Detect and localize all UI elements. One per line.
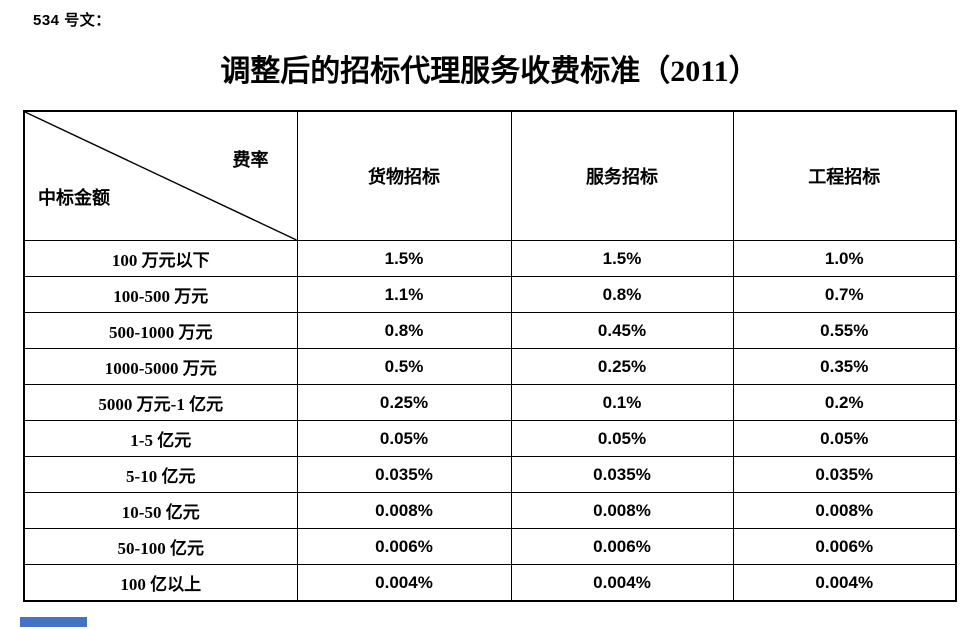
service-rate-cell: 1.5%	[510, 240, 734, 277]
engineering-rate-cell: 0.2%	[732, 384, 957, 421]
corner-label-fee-rate: 费率	[232, 150, 269, 170]
amount-cell: 100-500 万元	[23, 276, 298, 313]
corner-label-bid-amount: 中标金额	[38, 188, 110, 208]
goods-rate-cell: 0.008%	[296, 492, 512, 529]
table-row: 5000 万元-1 亿元 0.25% 0.1% 0.2%	[23, 384, 957, 421]
service-rate-cell: 0.008%	[510, 492, 734, 529]
service-rate-cell: 0.25%	[510, 348, 734, 385]
amount-cell: 10-50 亿元	[23, 492, 298, 529]
amount-cell: 1-5 亿元	[23, 420, 298, 457]
amount-cell: 1000-5000 万元	[23, 348, 298, 385]
engineering-rate-cell: 0.05%	[732, 420, 957, 457]
engineering-rate-cell: 0.035%	[732, 456, 957, 493]
goods-rate-cell: 0.035%	[296, 456, 512, 493]
header-row: 费率 中标金额 货物招标 服务招标 工程招标	[23, 110, 957, 241]
goods-rate-cell: 1.1%	[296, 276, 512, 313]
table-row: 10-50 亿元 0.008% 0.008% 0.008%	[23, 492, 957, 529]
amount-cell: 100 万元以下	[23, 240, 298, 277]
table-row: 100-500 万元 1.1% 0.8% 0.7%	[23, 276, 957, 313]
highlight-bar	[20, 617, 87, 627]
column-header-service-tender: 服务招标	[510, 110, 734, 241]
column-header-engineering-tender: 工程招标	[732, 110, 957, 241]
page-title: 调整后的招标代理服务收费标准（2011）	[220, 55, 759, 88]
table-row: 500-1000 万元 0.8% 0.45% 0.55%	[23, 312, 957, 349]
engineering-rate-cell: 0.006%	[732, 528, 957, 565]
service-rate-cell: 0.05%	[510, 420, 734, 457]
table-row: 100 万元以下 1.5% 1.5% 1.0%	[23, 240, 957, 277]
goods-rate-cell: 0.25%	[296, 384, 512, 421]
goods-rate-cell: 0.006%	[296, 528, 512, 565]
engineering-rate-cell: 0.004%	[732, 564, 957, 602]
service-rate-cell: 0.035%	[510, 456, 734, 493]
service-rate-cell: 0.004%	[510, 564, 734, 602]
engineering-rate-cell: 0.008%	[732, 492, 957, 529]
doc-number-label: 534 号文：	[33, 12, 111, 29]
goods-rate-cell: 1.5%	[296, 240, 512, 277]
service-rate-cell: 0.45%	[510, 312, 734, 349]
engineering-rate-cell: 0.35%	[732, 348, 957, 385]
table-row: 1-5 亿元 0.05% 0.05% 0.05%	[23, 420, 957, 457]
table-row: 100 亿以上 0.004% 0.004% 0.004%	[23, 564, 957, 602]
engineering-rate-cell: 0.55%	[732, 312, 957, 349]
engineering-rate-cell: 0.7%	[732, 276, 957, 313]
fee-rate-table: 费率 中标金额 货物招标 服务招标 工程招标 100 万元以下 1.5% 1.5…	[23, 110, 957, 602]
service-rate-cell: 0.006%	[510, 528, 734, 565]
goods-rate-cell: 0.05%	[296, 420, 512, 457]
goods-rate-cell: 0.8%	[296, 312, 512, 349]
amount-cell: 5-10 亿元	[23, 456, 298, 493]
service-rate-cell: 0.1%	[510, 384, 734, 421]
column-header-goods-tender: 货物招标	[296, 110, 512, 241]
goods-rate-cell: 0.004%	[296, 564, 512, 602]
amount-cell: 500-1000 万元	[23, 312, 298, 349]
amount-cell: 5000 万元-1 亿元	[23, 384, 298, 421]
table-row: 1000-5000 万元 0.5% 0.25% 0.35%	[23, 348, 957, 385]
diagonal-divider-line	[25, 112, 297, 240]
table-row: 5-10 亿元 0.035% 0.035% 0.035%	[23, 456, 957, 493]
amount-cell: 50-100 亿元	[23, 528, 298, 565]
engineering-rate-cell: 1.0%	[732, 240, 957, 277]
amount-cell: 100 亿以上	[23, 564, 298, 602]
goods-rate-cell: 0.5%	[296, 348, 512, 385]
corner-header-cell: 费率 中标金额	[23, 110, 298, 241]
service-rate-cell: 0.8%	[510, 276, 734, 313]
table-row: 50-100 亿元 0.006% 0.006% 0.006%	[23, 528, 957, 565]
